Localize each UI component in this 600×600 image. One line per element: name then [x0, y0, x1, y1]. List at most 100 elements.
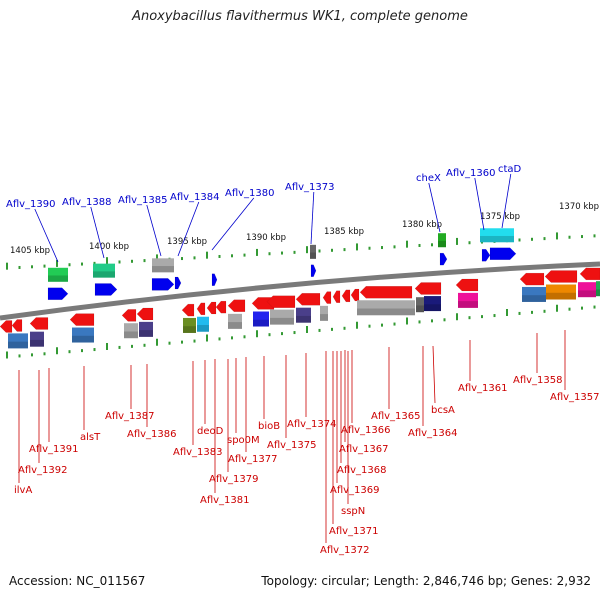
bottom-label-spo0m: spo0M	[227, 435, 260, 446]
map-title: Anoxybacillus flavithermus WK1, complete…	[132, 9, 468, 24]
upper-tick	[231, 254, 233, 258]
upper-tick	[306, 246, 308, 254]
reverse-cog-box-shade	[357, 308, 415, 316]
scale-layer: 1405 kbp 1400 kbp 1395 kbp 1390 kbp 1385 kbp…	[10, 202, 599, 256]
top-leader	[146, 204, 162, 257]
lower-tick	[293, 331, 296, 335]
upper-tick	[68, 263, 71, 267]
lower-tick	[318, 328, 321, 332]
upper-tick	[293, 250, 296, 254]
bottom-label-biob: bioB	[258, 421, 280, 432]
scale-label-1405-kbp: 1405 kbp	[10, 246, 50, 256]
top-label-aflv-1388: Aflv_1388	[62, 197, 112, 208]
top-label-aflv-1390: Aflv_1390	[6, 199, 56, 210]
upper-tick	[268, 252, 271, 256]
bottom-label-aflv-1381: Aflv_1381	[200, 495, 250, 506]
reverse-cog-box	[357, 300, 415, 316]
reverse-gene-arrow	[295, 293, 321, 306]
reverse-gene-arrow	[341, 289, 351, 303]
reverse-cog-box	[228, 313, 242, 329]
upper-tick	[193, 256, 196, 260]
lower-tick	[231, 336, 233, 340]
bottom-label-aflv-1357: Aflv_1357	[550, 392, 600, 403]
bottom-label-ilva: ilvA	[14, 485, 32, 496]
top-leader	[211, 197, 255, 251]
reverse-gene-arrow	[414, 282, 442, 295]
bottom-label-aflv-1366: Aflv_1366	[341, 425, 391, 436]
lower-tick	[106, 342, 108, 350]
upper-tick	[368, 246, 371, 250]
reverse-cog-box	[253, 311, 269, 327]
upper-tick	[581, 235, 583, 239]
top-leader	[428, 182, 441, 233]
lower-tick	[556, 304, 558, 312]
reverse-cog-box-shade	[124, 331, 138, 339]
lower-tick	[243, 335, 246, 339]
forward-cog-box	[152, 258, 174, 273]
lower-tick	[331, 327, 333, 331]
reverse-cog-box	[8, 333, 28, 349]
upper-tick	[331, 248, 333, 252]
bottom-label-aflv-1369: Aflv_1369	[330, 485, 380, 496]
reverse-cog-box-shade	[596, 289, 600, 297]
scale-label-1380-kbp: 1380 kbp	[402, 220, 442, 230]
forward-cog-box	[93, 263, 115, 278]
forward-gene-arrow	[47, 287, 69, 301]
gene-layer	[0, 228, 600, 349]
lower-tick	[343, 326, 346, 330]
reverse-cog-box-shade	[197, 324, 209, 332]
upper-tick	[18, 265, 21, 269]
upper-tick	[118, 260, 121, 264]
scale-label-1395-kbp: 1395 kbp	[167, 237, 207, 247]
reverse-cog-box-shade	[458, 301, 478, 308]
forward-gene-arrow	[310, 264, 317, 278]
reverse-cog-box	[416, 297, 424, 313]
reverse-gene-arrow	[322, 291, 332, 304]
scale-label-1370-kbp: 1370 kbp	[559, 202, 599, 212]
forward-gene-arrow	[174, 276, 182, 290]
reverse-gene-arrow	[266, 295, 296, 308]
bottom-label-sspn: sspN	[341, 506, 365, 517]
lower-tick	[406, 317, 408, 325]
bottom-label-aflv-1358: Aflv_1358	[513, 375, 563, 386]
top-label-aflv-1373: Aflv_1373	[285, 182, 335, 193]
forward-cog-box-shade	[438, 240, 446, 248]
upper-tick	[468, 241, 471, 245]
top-leader	[90, 206, 105, 259]
bottom-label-aflv-1377: Aflv_1377	[228, 454, 278, 465]
scale-label-1385-kbp: 1385 kbp	[324, 227, 364, 237]
reverse-cog-box-shade	[270, 317, 294, 325]
upper-tick	[256, 248, 258, 256]
lower-tick	[268, 333, 271, 337]
lower-tick	[193, 339, 196, 343]
lower-tick	[181, 340, 183, 344]
reverse-cog-box	[197, 316, 209, 332]
upper-tick	[356, 243, 358, 251]
lower-tick	[581, 306, 583, 310]
forward-gene-arrow	[211, 273, 218, 286]
reverse-gene-arrow	[29, 317, 49, 330]
upper-tick	[406, 240, 408, 248]
lower-tick	[143, 343, 146, 347]
bottom-label-aflv-1375: Aflv_1375	[267, 440, 317, 451]
lower-tick	[131, 344, 133, 348]
upper-tick	[56, 259, 58, 267]
accession-text: Accession: NC_011567	[9, 574, 146, 588]
bottom-label-aflv-1386: Aflv_1386	[127, 429, 177, 440]
reverse-gene-arrow	[136, 307, 154, 321]
bottom-label-aflv-1367: Aflv_1367	[339, 444, 389, 455]
reverse-cog-box	[139, 321, 153, 337]
reverse-cog-box	[546, 284, 576, 300]
reverse-cog-box-shade	[296, 315, 311, 323]
reverse-gene-arrow	[206, 301, 217, 315]
upper-tick	[318, 249, 321, 253]
upper-tick	[93, 261, 96, 265]
reverse-cog-box-shade	[424, 304, 441, 312]
upper-tick	[6, 262, 8, 270]
reverse-gene-arrow	[579, 267, 600, 281]
reverse-cog-box	[183, 317, 196, 333]
lower-tick	[156, 338, 158, 346]
upper-tick	[81, 262, 83, 266]
lower-tick	[6, 351, 8, 359]
reverse-gene-arrow	[519, 272, 545, 286]
